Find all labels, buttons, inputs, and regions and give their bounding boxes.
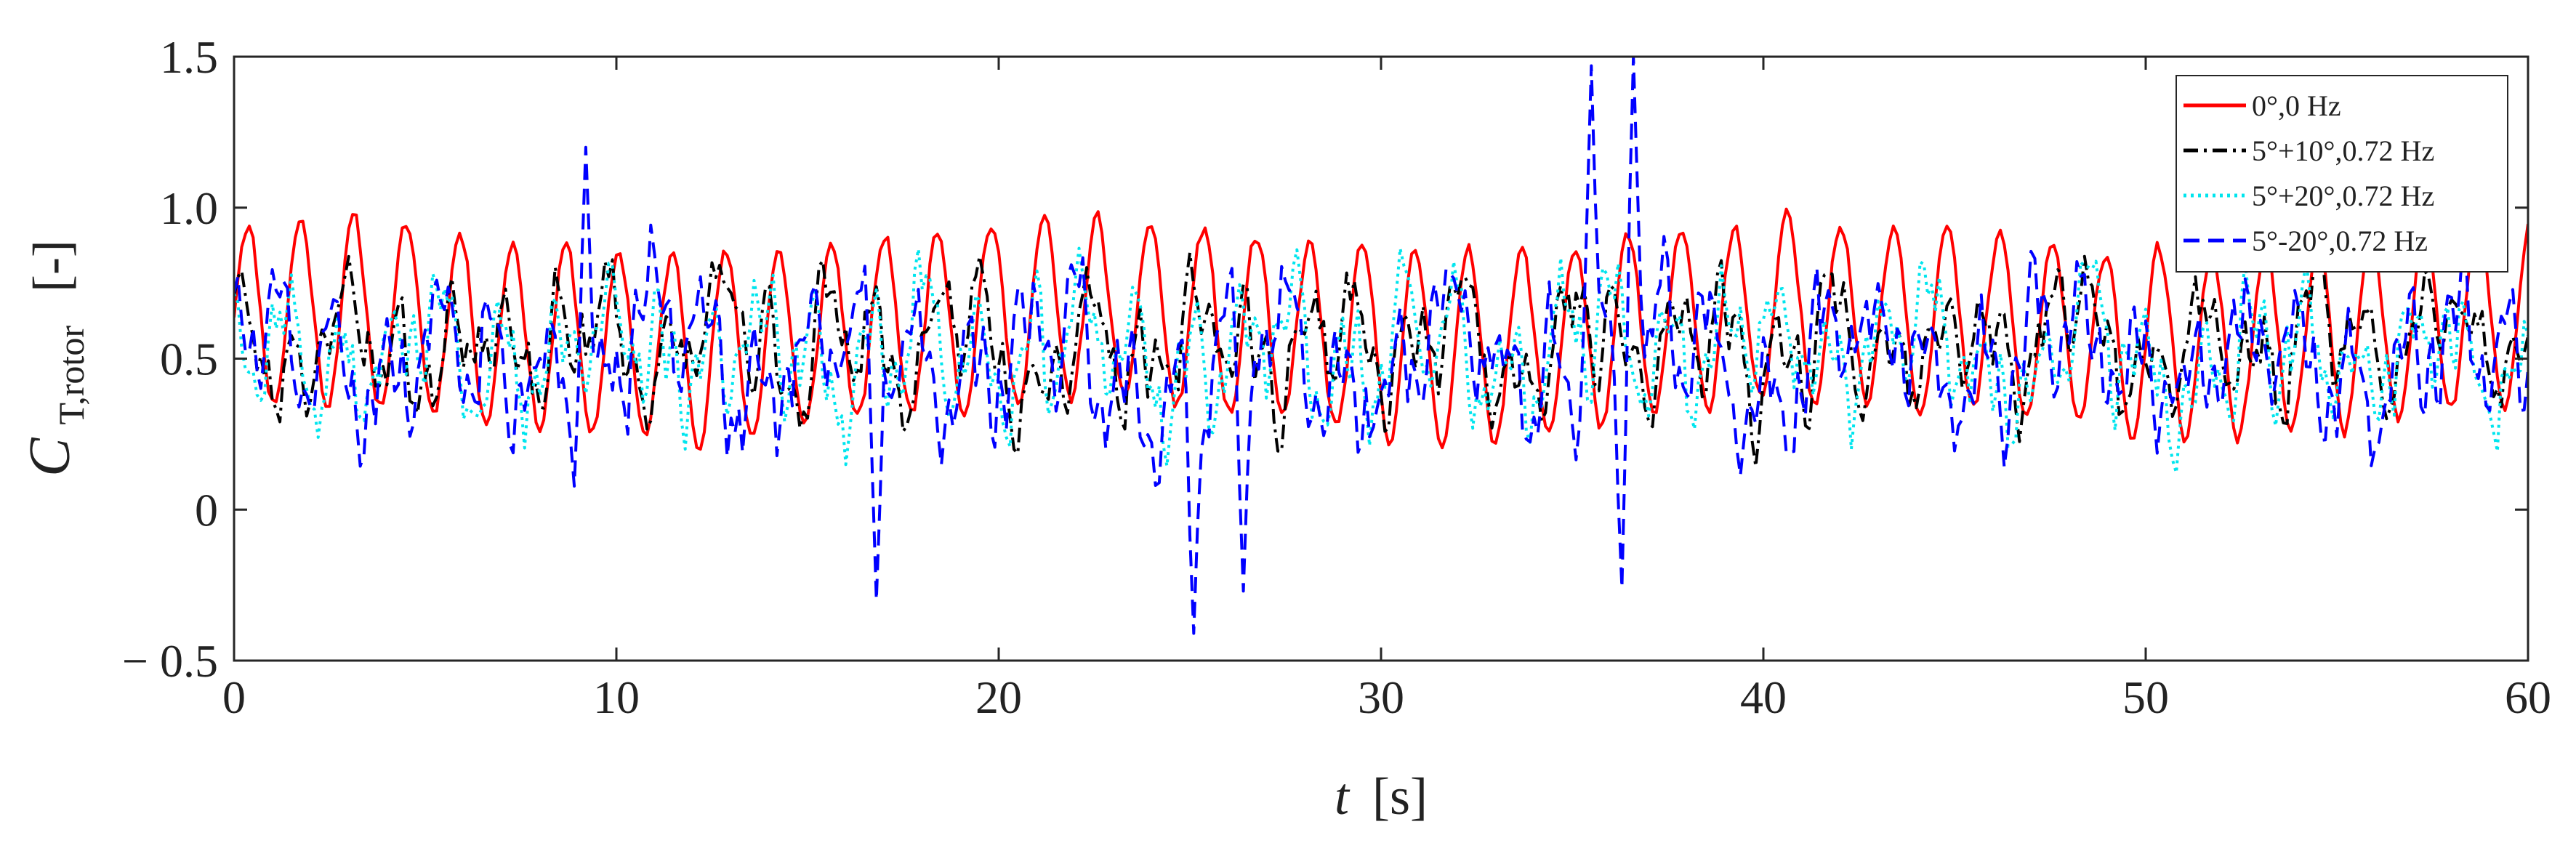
legend-label: 0°,0 Hz xyxy=(2252,89,2341,122)
series-line xyxy=(234,246,2528,475)
x-tick-label: 30 xyxy=(1358,671,1404,723)
legend-box xyxy=(2175,75,2508,273)
x-tick-label: 40 xyxy=(1740,671,1787,723)
y-tick-label: 0 xyxy=(195,484,218,536)
x-axis-variable: t xyxy=(1335,767,1351,826)
series-line xyxy=(234,57,2528,635)
x-axis-label: t [s] xyxy=(1335,767,1428,826)
x-tick-label: 50 xyxy=(2122,671,2169,723)
x-tick-label: 0 xyxy=(222,671,246,723)
y-tick-label: 1.5 xyxy=(160,31,218,83)
y-tick-label: 1.0 xyxy=(160,182,218,234)
series-line xyxy=(234,243,2528,469)
legend-label: 5°+20°,0.72 Hz xyxy=(2252,180,2434,212)
y-ticks: − 0.5 0 0.5 1.0 1.5 xyxy=(122,31,2528,687)
x-axis-unit: [s] xyxy=(1372,767,1428,826)
y-tick-label: − 0.5 xyxy=(122,635,218,687)
y-tick-label: 0.5 xyxy=(160,334,218,385)
legend-label: 5°-20°,0.72 Hz xyxy=(2252,225,2428,257)
x-tick-label: 20 xyxy=(975,671,1022,723)
series-layer xyxy=(234,57,2528,635)
legend-label: 5°+10°,0.72 Hz xyxy=(2252,134,2434,167)
x-tick-label: 60 xyxy=(2505,671,2551,723)
y-axis-label: C T,rotor [-] xyxy=(18,240,95,477)
y-axis-variable: C xyxy=(18,437,82,477)
y-axis-subscript: T,rotor xyxy=(51,326,92,425)
y-axis-unit: [-] xyxy=(23,240,81,292)
legend: 0°,0 Hz 5°+10°,0.72 Hz 5°+20°,0.72 Hz 5°-20… xyxy=(2175,75,2508,273)
x-tick-label: 10 xyxy=(593,671,640,723)
x-ticks: 0 10 20 30 40 50 60 xyxy=(222,57,2551,723)
